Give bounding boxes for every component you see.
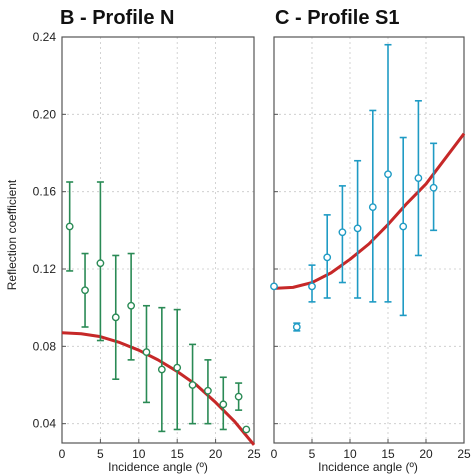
panel-b-xlabel: Incidence angle (º)	[108, 460, 208, 474]
panel-c-data-point	[270, 282, 278, 291]
y-axis-label: Reflection coefficient	[5, 179, 19, 290]
panel-b-y-tick-label: 0.16	[33, 185, 57, 199]
panel-c-plot: 0 5 10 15 20 25	[270, 36, 471, 461]
panel-b-y-tick-label: 0.08	[33, 339, 57, 353]
panel-c-data-point	[353, 224, 362, 233]
panel-b-data-point	[219, 400, 228, 409]
panel-b-frame	[61, 36, 255, 444]
panel-b-x-tick-label: 25	[247, 447, 261, 461]
panel-b-fit-curve	[61, 331, 256, 446]
panel-b-y-tick-label: 0.20	[33, 107, 57, 121]
panel-c-fit-curve	[273, 132, 466, 290]
panel-b-x-tick-label: 20	[209, 447, 223, 461]
panel-b-data-point	[188, 381, 197, 389]
panel-c-frame	[273, 36, 465, 444]
panel-c-data-point	[414, 174, 423, 183]
panel-c-data-point	[308, 282, 316, 291]
panel-c-data-point	[384, 170, 392, 179]
panel-c-data-point	[292, 323, 301, 331]
panel-b-data-point	[65, 222, 74, 231]
panel-b-data-point	[127, 301, 136, 310]
panel-c-title: C - Profile S1	[275, 7, 399, 29]
panel-c-x-tick-label: 25	[457, 447, 471, 461]
panel-b-data-point	[96, 259, 105, 268]
panel-c-data-point	[399, 222, 408, 231]
panel-b-y-tick-label: 0.12	[33, 262, 57, 276]
panel-b-data-point	[242, 425, 251, 434]
panel-c-x-tick-label: 20	[419, 447, 433, 461]
panel-b-data-point	[142, 348, 151, 357]
panel-c-x-tick-label: 5	[309, 447, 316, 461]
panel-b-data-point	[157, 365, 166, 374]
panel-c-x-tick-label: 10	[343, 447, 357, 461]
panel-c-x-tick-label: 0	[271, 447, 278, 461]
panel-b-x-tick-label: 0	[59, 447, 66, 461]
panel-c-x-tick-label: 15	[381, 447, 395, 461]
panel-b-y-tick-label: 0.04	[33, 417, 57, 431]
panel-b-data-point	[81, 286, 89, 295]
panel-b-y-tick-label: 0.24	[33, 30, 57, 44]
panel-c-data-point	[323, 253, 332, 262]
panel-c-data-point	[338, 228, 347, 237]
panel-b-x-tick-label: 10	[132, 447, 146, 461]
panel-b-plot: 0 5 10 15 20 25 0.04 0.08 0.12 0.16 0.20 0.24	[33, 30, 261, 461]
panel-b-title: B - Profile N	[60, 7, 174, 29]
panel-b-data-point	[111, 313, 120, 322]
panel-b-x-tick-label: 5	[97, 447, 104, 461]
panel-b-data-point	[234, 392, 243, 401]
panel-c-data-point	[368, 203, 377, 212]
panel-b-data-point	[173, 363, 182, 372]
panel-b-x-tick-label: 15	[171, 447, 185, 461]
panel-c-xlabel: Incidence angle (º)	[318, 460, 418, 474]
panel-c-data-point	[429, 183, 438, 192]
panel-b-data-point	[204, 386, 212, 395]
